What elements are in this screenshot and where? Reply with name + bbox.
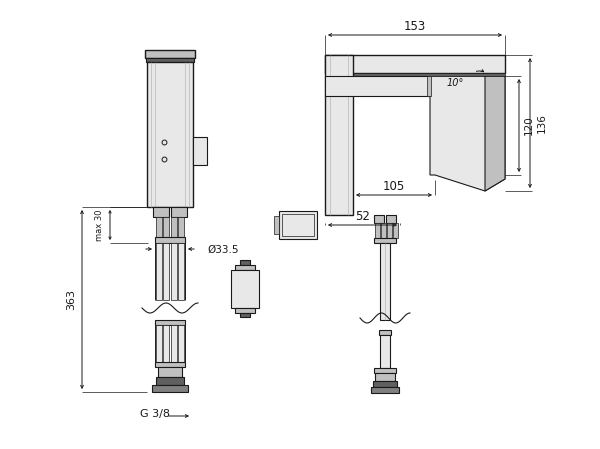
Bar <box>279 211 317 239</box>
Text: 105: 105 <box>383 180 405 193</box>
Bar <box>240 260 250 265</box>
Bar <box>171 325 177 362</box>
Bar <box>235 308 255 313</box>
Bar <box>171 243 177 300</box>
Bar <box>325 55 505 73</box>
Bar <box>393 223 398 238</box>
Bar <box>155 362 185 367</box>
Text: 136: 136 <box>537 113 547 133</box>
Text: G 3/8: G 3/8 <box>140 409 170 419</box>
Bar <box>374 215 384 223</box>
Text: 363: 363 <box>66 289 76 310</box>
Text: max 30: max 30 <box>95 209 104 241</box>
Bar <box>146 58 194 62</box>
Bar <box>155 320 185 325</box>
Bar <box>163 325 169 362</box>
Bar <box>325 73 505 76</box>
Bar <box>193 137 207 165</box>
Bar <box>282 214 314 236</box>
Bar <box>156 217 162 237</box>
Bar <box>147 62 193 207</box>
Bar <box>373 381 397 387</box>
Bar <box>153 207 169 217</box>
Bar <box>371 387 399 393</box>
Bar <box>145 50 195 58</box>
Bar <box>375 373 395 381</box>
Bar <box>155 237 185 243</box>
Text: 52: 52 <box>355 210 370 223</box>
Bar <box>274 216 279 234</box>
Bar <box>387 223 392 238</box>
Bar <box>380 243 390 320</box>
Text: 120: 120 <box>524 116 534 136</box>
Bar <box>381 223 386 238</box>
Bar <box>178 243 184 300</box>
Bar <box>374 368 396 373</box>
Bar <box>375 223 380 238</box>
Bar <box>379 330 391 335</box>
Polygon shape <box>485 76 505 191</box>
Bar <box>171 217 177 237</box>
Bar <box>178 217 184 237</box>
Bar <box>325 76 430 96</box>
Polygon shape <box>430 76 505 191</box>
Bar <box>152 385 188 392</box>
Bar <box>380 335 390 368</box>
Bar <box>325 55 353 215</box>
Text: 10°: 10° <box>446 78 464 88</box>
Bar <box>156 243 162 300</box>
Bar <box>171 207 187 217</box>
Bar <box>158 367 182 377</box>
Bar <box>178 325 184 362</box>
Bar <box>156 377 184 385</box>
Text: Ø33.5: Ø33.5 <box>207 245 239 255</box>
Bar <box>386 215 396 223</box>
Bar <box>163 217 169 237</box>
Bar <box>156 325 162 362</box>
Text: 153: 153 <box>404 19 426 32</box>
Bar <box>235 265 255 270</box>
Bar <box>231 270 259 308</box>
Bar <box>240 313 250 317</box>
Bar <box>163 243 169 300</box>
Bar <box>374 238 396 243</box>
Bar <box>427 76 431 96</box>
